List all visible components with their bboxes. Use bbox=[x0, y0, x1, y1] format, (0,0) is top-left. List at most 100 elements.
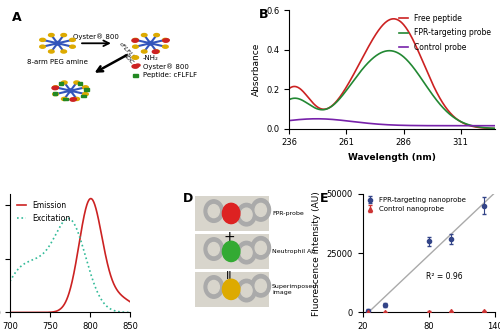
Emission bbox=[7, 310, 13, 314]
Circle shape bbox=[147, 42, 154, 45]
Excitation bbox=[65, 216, 71, 220]
FPR-targeting probe bbox=[311, 106, 317, 110]
Text: A: A bbox=[12, 11, 22, 24]
Circle shape bbox=[162, 38, 168, 41]
Line: Emission: Emission bbox=[10, 199, 130, 312]
Circle shape bbox=[62, 97, 67, 100]
FancyBboxPatch shape bbox=[196, 272, 269, 306]
Emission bbox=[94, 211, 100, 215]
Circle shape bbox=[251, 199, 270, 221]
Control probe bbox=[436, 124, 442, 128]
Emission bbox=[82, 207, 88, 211]
FancyBboxPatch shape bbox=[53, 92, 58, 95]
Circle shape bbox=[162, 39, 169, 42]
Circle shape bbox=[52, 86, 58, 90]
Emission bbox=[128, 300, 134, 304]
Circle shape bbox=[70, 98, 76, 101]
FPR-targeting probe bbox=[492, 126, 498, 130]
Circle shape bbox=[162, 45, 168, 48]
Circle shape bbox=[166, 39, 169, 41]
Circle shape bbox=[142, 50, 147, 53]
FancyBboxPatch shape bbox=[63, 98, 68, 100]
Circle shape bbox=[251, 237, 270, 259]
Circle shape bbox=[255, 203, 266, 216]
Circle shape bbox=[222, 279, 240, 299]
FPR-targeting probe bbox=[436, 100, 442, 104]
Circle shape bbox=[142, 34, 147, 37]
Free peptide bbox=[436, 93, 442, 97]
Free peptide bbox=[390, 17, 396, 21]
Circle shape bbox=[54, 42, 61, 45]
Circle shape bbox=[237, 203, 256, 226]
Circle shape bbox=[208, 281, 220, 294]
Circle shape bbox=[52, 86, 59, 89]
FPR-targeting probe bbox=[436, 101, 442, 106]
Emission bbox=[22, 310, 28, 314]
Circle shape bbox=[208, 205, 220, 218]
Excitation bbox=[22, 262, 28, 266]
Line: Control probe: Control probe bbox=[290, 119, 495, 126]
Circle shape bbox=[67, 89, 73, 92]
Circle shape bbox=[54, 86, 58, 89]
Control probe bbox=[492, 124, 498, 128]
Circle shape bbox=[70, 38, 75, 41]
FPR-targeting probe bbox=[386, 49, 392, 53]
Circle shape bbox=[62, 81, 67, 84]
Circle shape bbox=[72, 98, 76, 100]
Circle shape bbox=[48, 50, 54, 53]
Emission bbox=[94, 214, 100, 218]
Circle shape bbox=[204, 276, 224, 298]
Free peptide bbox=[436, 95, 442, 99]
Text: +: + bbox=[224, 230, 235, 244]
Circle shape bbox=[255, 241, 266, 254]
FancyBboxPatch shape bbox=[196, 234, 269, 268]
Circle shape bbox=[154, 34, 160, 37]
Circle shape bbox=[132, 45, 138, 48]
Free peptide bbox=[311, 102, 317, 106]
Circle shape bbox=[204, 200, 224, 222]
Text: B: B bbox=[258, 8, 268, 21]
Control probe bbox=[354, 120, 360, 124]
Circle shape bbox=[61, 50, 66, 53]
Circle shape bbox=[208, 243, 220, 256]
Circle shape bbox=[237, 279, 256, 302]
Circle shape bbox=[222, 203, 240, 223]
Y-axis label: Fluorescence intensity (AU): Fluorescence intensity (AU) bbox=[312, 191, 321, 316]
Text: cFLFLF: cFLFLF bbox=[118, 42, 136, 61]
Circle shape bbox=[132, 39, 138, 42]
Text: Oyster® 800: Oyster® 800 bbox=[74, 34, 120, 40]
Line: Free peptide: Free peptide bbox=[290, 19, 495, 128]
Circle shape bbox=[40, 45, 46, 48]
Circle shape bbox=[134, 39, 138, 41]
Text: Neutrophil Ab: Neutrophil Ab bbox=[272, 249, 316, 254]
Free peptide bbox=[354, 68, 360, 72]
FancyBboxPatch shape bbox=[84, 88, 88, 91]
Excitation bbox=[7, 279, 13, 283]
Circle shape bbox=[136, 64, 140, 67]
Emission bbox=[46, 310, 52, 314]
FancyBboxPatch shape bbox=[78, 82, 82, 85]
X-axis label: Wavelength (nm): Wavelength (nm) bbox=[348, 153, 436, 162]
Circle shape bbox=[48, 34, 54, 37]
Free peptide bbox=[492, 126, 498, 130]
Circle shape bbox=[70, 45, 75, 48]
Circle shape bbox=[255, 279, 266, 292]
Legend: FPR-targeting nanoprobe, Control nanoprobe: FPR-targeting nanoprobe, Control nanopro… bbox=[366, 197, 466, 212]
Circle shape bbox=[74, 81, 80, 84]
Text: Superimposed
image: Superimposed image bbox=[272, 284, 318, 295]
Legend: Free peptide, FPR-targeting probe, Control probe: Free peptide, FPR-targeting probe, Contr… bbox=[399, 14, 491, 52]
Control probe bbox=[416, 124, 422, 128]
Text: D: D bbox=[183, 192, 194, 205]
Circle shape bbox=[132, 56, 138, 59]
Excitation bbox=[94, 289, 100, 293]
Text: R² = 0.96: R² = 0.96 bbox=[426, 272, 463, 281]
Circle shape bbox=[52, 93, 59, 96]
Circle shape bbox=[132, 38, 138, 41]
Circle shape bbox=[61, 34, 66, 37]
FPR-targeting probe bbox=[368, 58, 374, 62]
FPR-targeting probe bbox=[416, 74, 422, 78]
FancyBboxPatch shape bbox=[196, 196, 269, 230]
Excitation bbox=[94, 291, 100, 295]
Circle shape bbox=[74, 97, 80, 100]
Control probe bbox=[314, 117, 320, 121]
